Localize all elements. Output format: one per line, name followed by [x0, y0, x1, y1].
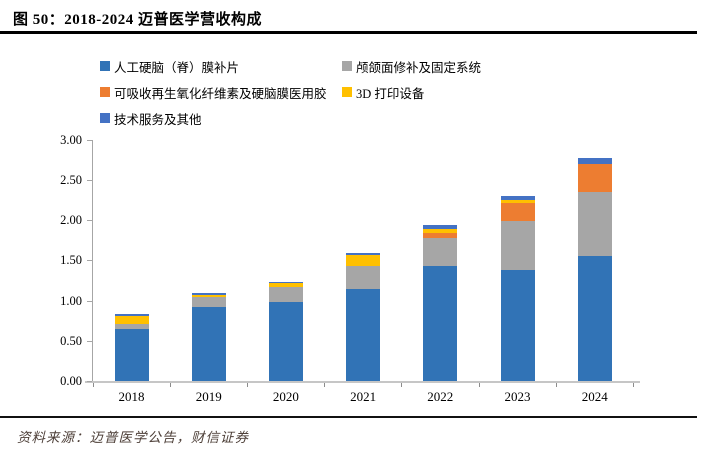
x-axis-tick: [555, 383, 557, 387]
bar-segment: [423, 224, 458, 229]
y-axis-tick: [87, 260, 92, 262]
legend-row: 可吸收再生氧化纤维素及硬脑膜医用胶 3D 打印设备: [100, 79, 481, 105]
bar-segment: [268, 301, 303, 382]
x-axis-tick: [401, 383, 403, 387]
bar-segment: [191, 296, 226, 307]
x-axis-tick: [324, 383, 326, 387]
legend-label: 颅颌面修补及固定系统: [356, 60, 482, 75]
x-axis-label: 2023: [504, 389, 531, 404]
x-axis-line: [85, 381, 640, 383]
bar-segment: [191, 306, 226, 382]
x-axis-tick: [246, 383, 248, 387]
x-axis-label: 2022: [427, 389, 454, 404]
bar-segment: [114, 329, 149, 382]
bar-segment: [268, 286, 303, 302]
x-axis-label: 2018: [118, 389, 145, 404]
y-tick-label: 0.00: [60, 373, 82, 388]
legend-row: 技术服务及其他: [100, 105, 481, 131]
legend-swatch-icon: [342, 61, 352, 71]
legend-swatch-icon: [100, 87, 110, 97]
bar-segment: [346, 252, 381, 256]
legend-item: 技术服务及其他: [100, 109, 342, 128]
chart-legend: 人工硬脑（脊）膜补片 颅颌面修补及固定系统可吸收再生氧化纤维素及硬脑膜医用胶 3D …: [100, 53, 481, 131]
bar-segment: [500, 220, 535, 271]
bar-segment: [268, 282, 303, 287]
legend-item: 颅颌面修补及固定系统: [342, 57, 481, 76]
title-divider: [0, 31, 697, 34]
legend-swatch-icon: [100, 113, 110, 123]
x-axis-label: 2024: [581, 389, 608, 404]
bar-segment: [423, 233, 458, 239]
y-tick-label: 2.50: [60, 172, 82, 187]
bar-segment: [577, 157, 612, 165]
y-axis-tick: [87, 139, 92, 141]
bar-segment: [346, 288, 381, 382]
bar-segment: [114, 313, 149, 317]
legend-item: 可吸收再生氧化纤维素及硬脑膜医用胶: [100, 83, 342, 102]
legend-label: 可吸收再生氧化纤维素及硬脑膜医用胶: [114, 86, 327, 101]
bar-segment: [346, 255, 381, 266]
bar-segment: [346, 265, 381, 289]
x-axis-tick: [169, 383, 171, 387]
bar-segment: [500, 199, 535, 203]
x-axis-tick: [632, 383, 634, 387]
bar-segment: [500, 270, 535, 382]
x-axis-label: 2020: [272, 389, 299, 404]
legend-label: 人工硬脑（脊）膜补片: [114, 60, 240, 75]
bar-segment: [577, 164, 612, 193]
legend-row: 人工硬脑（脊）膜补片 颅颌面修补及固定系统: [100, 53, 481, 79]
legend-item: 3D 打印设备: [342, 83, 424, 102]
bar-segment: [423, 238, 458, 266]
legend-label: 技术服务及其他: [114, 112, 202, 127]
legend-swatch-icon: [100, 61, 110, 71]
footer-divider: [0, 416, 697, 418]
y-tick-label: 3.00: [60, 132, 82, 147]
bar-segment: [114, 316, 149, 325]
y-tick-label: 2.00: [60, 213, 82, 228]
y-axis-tick: [87, 380, 92, 382]
bar-segment: [114, 324, 149, 330]
legend-label: 3D 打印设备: [356, 86, 425, 101]
y-tick-label: 1.50: [60, 253, 82, 268]
y-tick-label: 1.00: [60, 293, 82, 308]
legend-item: 人工硬脑（脊）膜补片: [100, 57, 342, 76]
y-tick-label: 0.50: [60, 333, 82, 348]
y-axis-tick: [87, 300, 92, 302]
x-axis-tick: [92, 383, 94, 387]
figure-title: 图 50：2018-2024 迈普医学营收构成: [13, 12, 262, 28]
bar-segment: [423, 228, 458, 234]
bar-segment: [423, 265, 458, 382]
y-axis-tick: [87, 179, 92, 181]
bar-segment: [191, 292, 226, 295]
x-axis-tick: [478, 383, 480, 387]
bar-segment: [500, 202, 535, 221]
bar-segment: [268, 281, 303, 283]
legend-swatch-icon: [342, 87, 352, 97]
y-axis-tick: [87, 220, 92, 222]
bar-segment: [191, 294, 226, 297]
bar-segment: [500, 196, 535, 200]
bar-segment: [577, 192, 612, 256]
x-axis-label: 2021: [350, 389, 377, 404]
source-note: 资料来源：迈普医学公告，财信证券: [17, 430, 249, 445]
y-axis-tick: [87, 340, 92, 342]
x-axis-label: 2019: [195, 389, 222, 404]
y-axis-line: [92, 140, 93, 382]
bar-segment: [577, 255, 612, 382]
